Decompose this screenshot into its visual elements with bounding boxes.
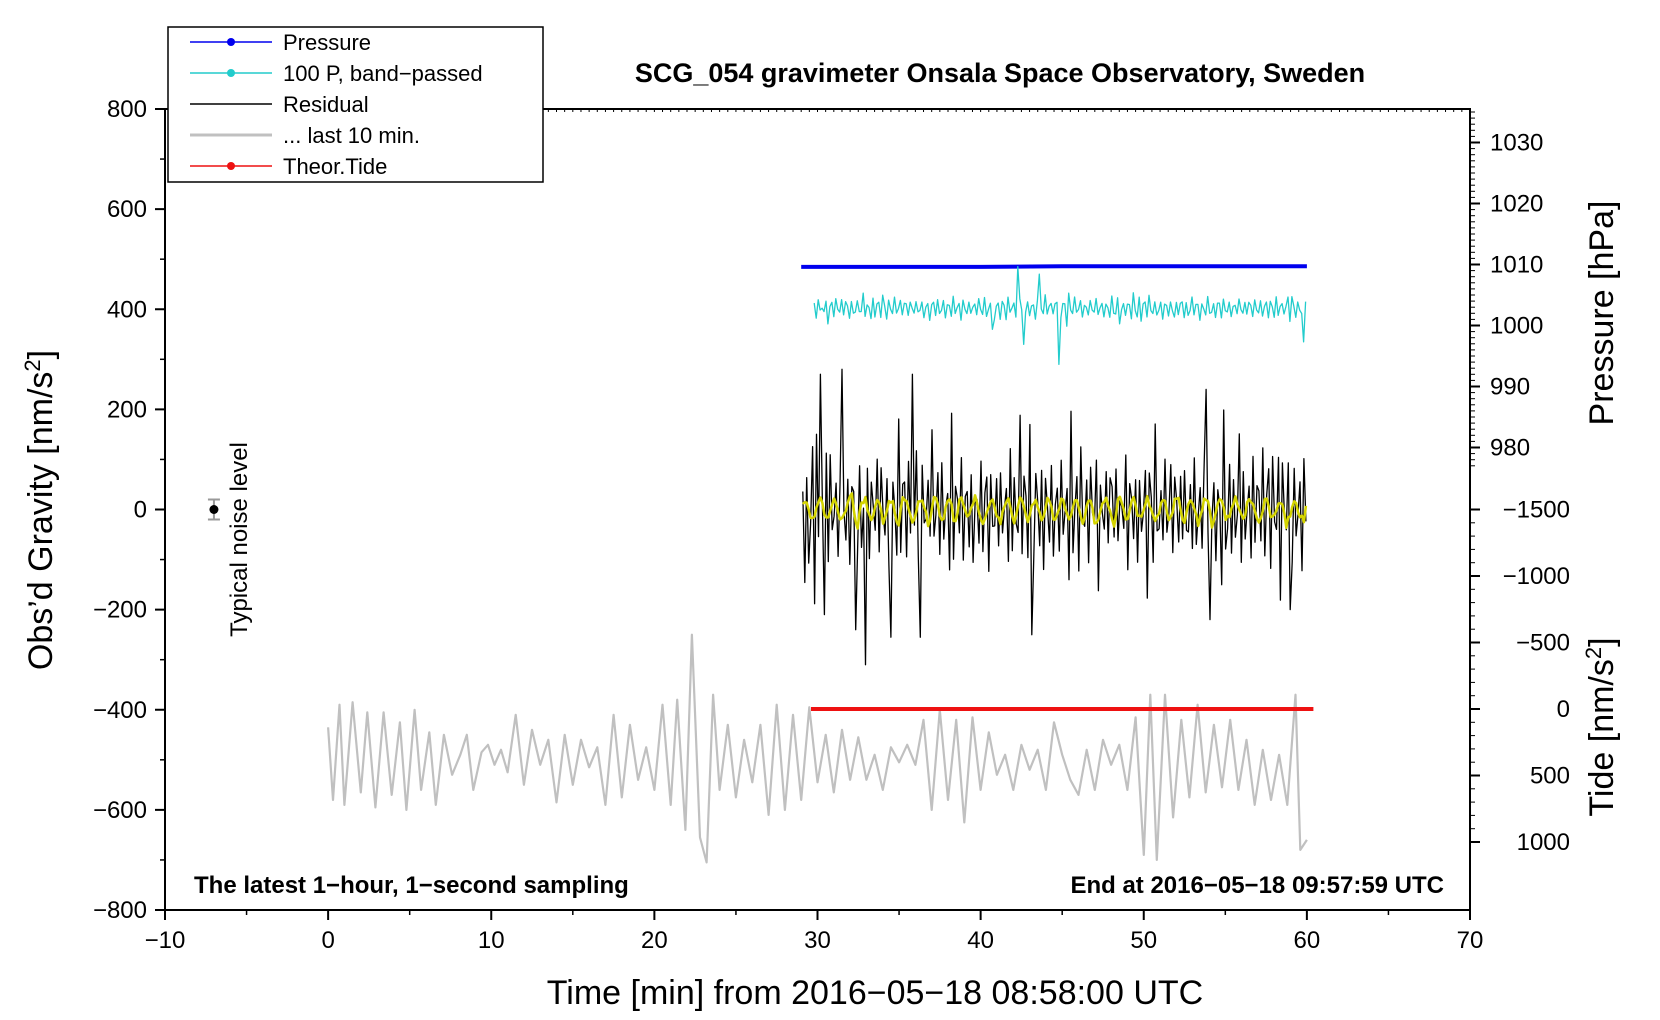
noise-label: Typical noise level bbox=[226, 442, 253, 637]
pressure-tick-label: 1010 bbox=[1490, 252, 1543, 279]
legend-label: 100 P, band−passed bbox=[283, 61, 483, 86]
x-tick-label: 10 bbox=[478, 927, 505, 954]
tide-tick-label: −500 bbox=[1516, 630, 1570, 657]
legend-label: ... last 10 min. bbox=[283, 123, 420, 148]
series-residual-smoothed bbox=[801, 492, 1308, 530]
x-tick-label: 50 bbox=[1130, 927, 1157, 954]
legend-label: Pressure bbox=[283, 30, 371, 55]
y-tick-label: −800 bbox=[93, 897, 147, 924]
y-axis-title-pressure: Pressure [hPa] bbox=[1583, 201, 1621, 426]
chart-title: SCG_054 gravimeter Onsala Space Observat… bbox=[635, 58, 1365, 88]
sampling-annotation: The latest 1−hour, 1−second sampling bbox=[194, 872, 629, 899]
pressure-tick-label: 980 bbox=[1490, 435, 1530, 462]
x-tick-label: −10 bbox=[145, 927, 186, 954]
pressure-tick-label: 990 bbox=[1490, 374, 1530, 401]
series-100-p-band-passed bbox=[813, 266, 1307, 365]
x-axis-title: Time [min] from 2016−05−18 08:58:00 UTC bbox=[547, 974, 1203, 1012]
y-tick-label: −400 bbox=[93, 697, 147, 724]
y-tick-label: 400 bbox=[107, 296, 147, 323]
series-residual bbox=[802, 368, 1307, 666]
y-tick-label: 200 bbox=[107, 396, 147, 423]
pressure-tick-label: 1020 bbox=[1490, 191, 1543, 218]
tide-tick-label: −1500 bbox=[1503, 497, 1570, 524]
tide-tick-label: 0 bbox=[1557, 696, 1570, 723]
x-tick-label: 30 bbox=[804, 927, 831, 954]
tide-tick-label: 500 bbox=[1530, 763, 1570, 790]
y-tick-label: −600 bbox=[93, 797, 147, 824]
x-tick-label: 20 bbox=[641, 927, 668, 954]
y-tick-label: 800 bbox=[107, 96, 147, 123]
legend-marker bbox=[227, 69, 235, 77]
x-tick-label: 70 bbox=[1457, 927, 1484, 954]
pressure-tick-label: 1000 bbox=[1490, 313, 1543, 340]
tide-tick-label: −1000 bbox=[1503, 563, 1570, 590]
noise-point bbox=[209, 505, 219, 514]
y-tick-label: 0 bbox=[134, 497, 147, 524]
x-tick-label: 40 bbox=[967, 927, 994, 954]
legend-label: Residual bbox=[283, 92, 369, 117]
legend-marker bbox=[227, 38, 235, 46]
pressure-tick-label: 1030 bbox=[1490, 130, 1543, 157]
y-tick-label: −200 bbox=[93, 597, 147, 624]
noise-marker: Typical noise level bbox=[207, 442, 253, 637]
y-axis-title-tide: Tide [nm/s2] bbox=[1581, 637, 1621, 816]
tide-tick-label: 1000 bbox=[1517, 829, 1570, 856]
x-tick-label: 60 bbox=[1294, 927, 1321, 954]
y-tick-label: 600 bbox=[107, 196, 147, 223]
legend: Pressure 100 P, band−passed Residual ... la… bbox=[167, 26, 544, 183]
axes-ticks: −10 0 10 20 30 40 50 60 70−800−600−400−200020040… bbox=[93, 96, 1570, 954]
legend-label: Theor.Tide bbox=[283, 154, 387, 179]
data-series bbox=[327, 264, 1314, 864]
end-time-annotation: End at 2016−05−18 09:57:59 UTC bbox=[1070, 872, 1444, 899]
legend-marker bbox=[227, 162, 235, 170]
series--last-10-min bbox=[327, 633, 1308, 864]
y-axis-title-left: Obs’d Gravity [nm/s2] bbox=[20, 350, 60, 670]
series-pressure bbox=[801, 264, 1307, 269]
x-tick-label: 0 bbox=[321, 927, 334, 954]
